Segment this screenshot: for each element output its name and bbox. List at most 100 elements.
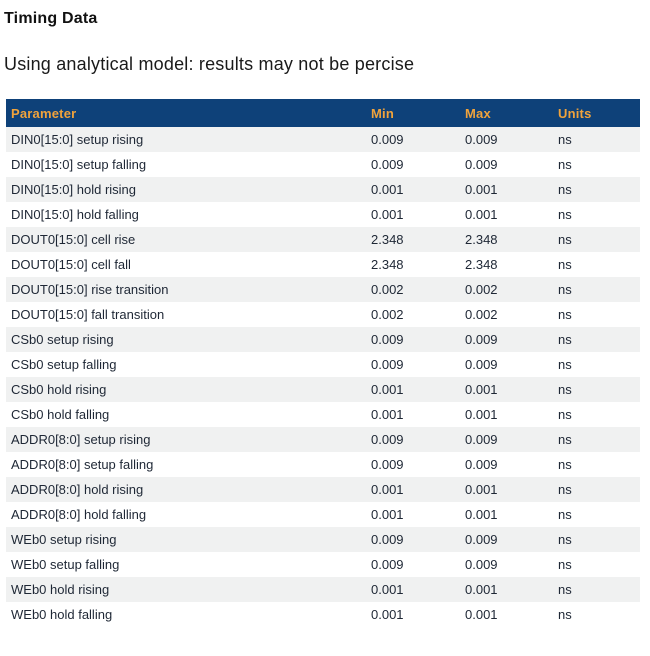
cell-min: 0.001 (371, 607, 404, 622)
cell-units: ns (558, 207, 572, 222)
cell-units: ns (558, 232, 572, 247)
cell-units: ns (558, 507, 572, 522)
cell-min: 2.348 (371, 257, 404, 272)
table-row: WEb0 setup falling 0.009 0.009 ns (6, 552, 640, 577)
cell-min: 0.009 (371, 432, 404, 447)
page-title: Timing Data (4, 10, 98, 27)
cell-parameter: CSb0 hold falling (11, 407, 110, 422)
cell-min: 2.348 (371, 232, 404, 247)
cell-units: ns (558, 407, 572, 422)
table-row: WEb0 hold rising 0.001 0.001 ns (6, 577, 640, 602)
cell-units: ns (558, 582, 572, 597)
cell-max: 0.009 (465, 357, 498, 372)
cell-parameter: CSb0 hold rising (11, 382, 107, 397)
cell-parameter: DIN0[15:0] setup rising (11, 132, 144, 147)
cell-units: ns (558, 157, 572, 172)
cell-parameter: DIN0[15:0] hold rising (11, 182, 137, 197)
cell-max: 2.348 (465, 257, 498, 272)
cell-parameter: DOUT0[15:0] cell rise (11, 232, 136, 247)
cell-units: ns (558, 282, 572, 297)
cell-units: ns (558, 132, 572, 147)
cell-min: 0.001 (371, 382, 404, 397)
cell-max: 0.009 (465, 132, 498, 147)
table-row: DOUT0[15:0] fall transition 0.002 0.002 ns (6, 302, 640, 327)
cell-units: ns (558, 557, 572, 572)
cell-min: 0.002 (371, 282, 404, 297)
table-row: CSb0 hold rising 0.001 0.001 ns (6, 377, 640, 402)
table-row: CSb0 setup rising 0.009 0.009 ns (6, 327, 640, 352)
cell-max: 0.001 (465, 507, 498, 522)
table-row: DIN0[15:0] hold falling 0.001 0.001 ns (6, 202, 640, 227)
cell-min: 0.001 (371, 407, 404, 422)
cell-parameter: WEb0 hold falling (11, 607, 113, 622)
cell-max: 0.009 (465, 432, 498, 447)
timing-table: Parameter Min Max Units DIN0[15:0] setup… (6, 99, 640, 627)
table-header: Parameter Min Max Units (6, 99, 640, 127)
cell-min: 0.002 (371, 307, 404, 322)
cell-parameter: DOUT0[15:0] fall transition (11, 307, 165, 322)
cell-parameter: DOUT0[15:0] cell fall (11, 257, 131, 272)
page-subtitle: Using analytical model: results may not … (4, 54, 415, 74)
table-body: DIN0[15:0] setup rising 0.009 0.009 ns DIN0[… (6, 127, 640, 627)
cell-max: 0.001 (465, 382, 498, 397)
cell-max: 0.001 (465, 582, 498, 597)
cell-min: 0.009 (371, 557, 404, 572)
table-header-row: Parameter Min Max Units (6, 99, 640, 127)
cell-max: 0.001 (465, 482, 498, 497)
table-row: ADDR0[8:0] hold rising 0.001 0.001 ns (6, 477, 640, 502)
cell-units: ns (558, 532, 572, 547)
table-row: WEb0 hold falling 0.001 0.001 ns (6, 602, 640, 627)
cell-max: 2.348 (465, 232, 498, 247)
table-row: WEb0 setup rising 0.009 0.009 ns (6, 527, 640, 552)
cell-min: 0.009 (371, 157, 404, 172)
cell-min: 0.001 (371, 582, 404, 597)
cell-max: 0.001 (465, 207, 498, 222)
column-header-units: Units (553, 99, 640, 127)
cell-parameter: WEb0 setup falling (11, 557, 120, 572)
cell-parameter: DIN0[15:0] hold falling (11, 207, 139, 222)
column-header-min: Min (366, 99, 460, 127)
cell-min: 0.009 (371, 457, 404, 472)
cell-max: 0.009 (465, 457, 498, 472)
cell-max: 0.009 (465, 532, 498, 547)
column-header-parameter: Parameter (6, 99, 366, 127)
cell-units: ns (558, 432, 572, 447)
cell-max: 0.002 (465, 307, 498, 322)
cell-units: ns (558, 382, 572, 397)
cell-parameter: ADDR0[8:0] setup rising (11, 432, 151, 447)
cell-max: 0.009 (465, 332, 498, 347)
cell-parameter: ADDR0[8:0] hold falling (11, 507, 147, 522)
cell-units: ns (558, 182, 572, 197)
cell-parameter: DOUT0[15:0] rise transition (11, 282, 169, 297)
cell-parameter: DIN0[15:0] setup falling (11, 157, 147, 172)
table-row: ADDR0[8:0] hold falling 0.001 0.001 ns (6, 502, 640, 527)
cell-units: ns (558, 257, 572, 272)
table-row: ADDR0[8:0] setup rising 0.009 0.009 ns (6, 427, 640, 452)
cell-max: 0.001 (465, 607, 498, 622)
cell-max: 0.001 (465, 407, 498, 422)
table-row: CSb0 setup falling 0.009 0.009 ns (6, 352, 640, 377)
cell-min: 0.009 (371, 357, 404, 372)
cell-units: ns (558, 332, 572, 347)
cell-min: 0.001 (371, 182, 404, 197)
cell-max: 0.001 (465, 182, 498, 197)
cell-parameter: CSb0 setup rising (11, 332, 114, 347)
cell-parameter: WEb0 setup rising (11, 532, 117, 547)
table-row: CSb0 hold falling 0.001 0.001 ns (6, 402, 640, 427)
cell-min: 0.009 (371, 132, 404, 147)
table-row: DIN0[15:0] setup rising 0.009 0.009 ns (6, 127, 640, 152)
cell-parameter: ADDR0[8:0] hold rising (11, 482, 144, 497)
table-row: DOUT0[15:0] rise transition 0.002 0.002 ns (6, 277, 640, 302)
table-row: DIN0[15:0] setup falling 0.009 0.009 ns (6, 152, 640, 177)
column-header-max: Max (460, 99, 553, 127)
cell-max: 0.009 (465, 557, 498, 572)
cell-units: ns (558, 607, 572, 622)
cell-units: ns (558, 357, 572, 372)
cell-parameter: CSb0 setup falling (11, 357, 117, 372)
cell-parameter: ADDR0[8:0] setup falling (11, 457, 154, 472)
cell-units: ns (558, 457, 572, 472)
cell-parameter: WEb0 hold rising (11, 582, 110, 597)
cell-max: 0.002 (465, 282, 498, 297)
cell-min: 0.001 (371, 482, 404, 497)
cell-min: 0.009 (371, 332, 404, 347)
